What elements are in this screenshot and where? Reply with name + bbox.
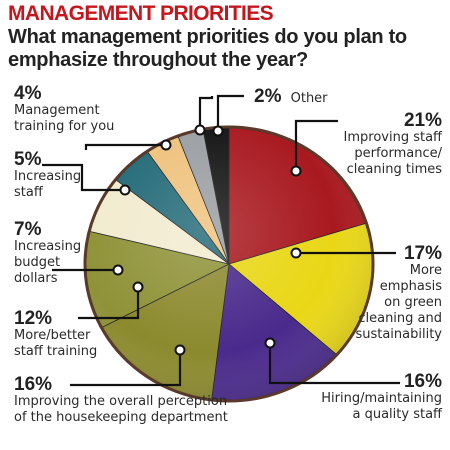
label-text: a quality staff — [352, 407, 443, 422]
label-text: Management — [14, 103, 100, 118]
leader-dot — [112, 264, 124, 276]
leader-line — [70, 350, 182, 387]
label-text: staff — [14, 185, 43, 200]
label-budget-dollars: 7% Increasing budget dollars — [14, 220, 81, 287]
label-text: staff training — [14, 344, 98, 359]
label-percent: 17% — [403, 243, 442, 264]
label-text: of the housekeeping department — [14, 410, 228, 425]
label-percent: 5% — [14, 149, 42, 170]
label-text: cleaning times — [346, 162, 442, 177]
label-text: Improving staff — [343, 130, 442, 145]
label-increasing-staff: 5% Increasing staff — [14, 150, 81, 201]
label-percent: 7% — [14, 219, 42, 240]
label-text: Improving the overall perception — [14, 394, 228, 409]
leader-line — [84, 143, 166, 150]
label-overall-perception: 16% Improving the overall perception of … — [14, 375, 228, 426]
label-text: More/better — [14, 328, 91, 343]
label-text: Other — [290, 91, 328, 106]
label-other: 2% Other — [254, 87, 328, 107]
leader-lines — [42, 94, 400, 387]
leader-dot — [174, 344, 186, 356]
pie-shading — [87, 129, 371, 399]
leader-line — [268, 343, 400, 385]
label-text: More — [409, 263, 442, 278]
leader-dot — [290, 165, 302, 177]
label-text: dollars — [14, 271, 58, 286]
label-text: Hiring/maintaining — [321, 391, 442, 406]
leader-dot — [212, 125, 224, 137]
label-text: performance/ — [354, 146, 442, 161]
label-text: budget — [14, 255, 61, 270]
leader-line — [216, 94, 244, 131]
label-text: emphasis — [379, 279, 442, 294]
label-percent: 4% — [14, 83, 42, 104]
leader-line — [198, 96, 214, 130]
chart-question: What management priorities do you plan t… — [8, 26, 407, 71]
label-percent: 12% — [14, 308, 53, 329]
leader-dot — [194, 124, 206, 136]
leader-line — [78, 287, 140, 320]
label-percent: 16% — [403, 371, 442, 392]
label-text: Increasing — [14, 169, 82, 184]
leader-line — [294, 119, 338, 171]
label-text: on green — [384, 295, 442, 310]
label-green-cleaning: 17% More emphasis on green cleaning and … — [355, 244, 442, 343]
label-staff-training: 12% More/better staff training — [14, 309, 97, 360]
label-percent: 16% — [14, 374, 53, 395]
label-percent: 2% — [254, 86, 282, 107]
leader-dots — [112, 124, 302, 356]
leader-line — [42, 163, 125, 192]
label-text: training for you — [14, 119, 115, 134]
leader-dot — [290, 247, 302, 259]
label-improving-staff-performance: 21% Improving staff performance/ cleanin… — [344, 111, 442, 178]
label-text: sustainability — [355, 327, 442, 342]
leader-dot — [264, 337, 276, 349]
label-text: cleaning and — [358, 311, 442, 326]
label-hiring-quality-staff: 16% Hiring/maintaining a quality staff — [321, 372, 442, 423]
chart-title: MANAGEMENT PRIORITIES — [8, 2, 274, 25]
leader-dot — [119, 184, 131, 196]
leader-dot — [160, 139, 172, 151]
label-management-training: 4% Management training for you — [14, 84, 114, 135]
label-percent: 21% — [403, 110, 442, 131]
label-text: Increasing — [14, 239, 82, 254]
pie-rim — [83, 125, 375, 403]
leader-dot — [132, 281, 144, 293]
